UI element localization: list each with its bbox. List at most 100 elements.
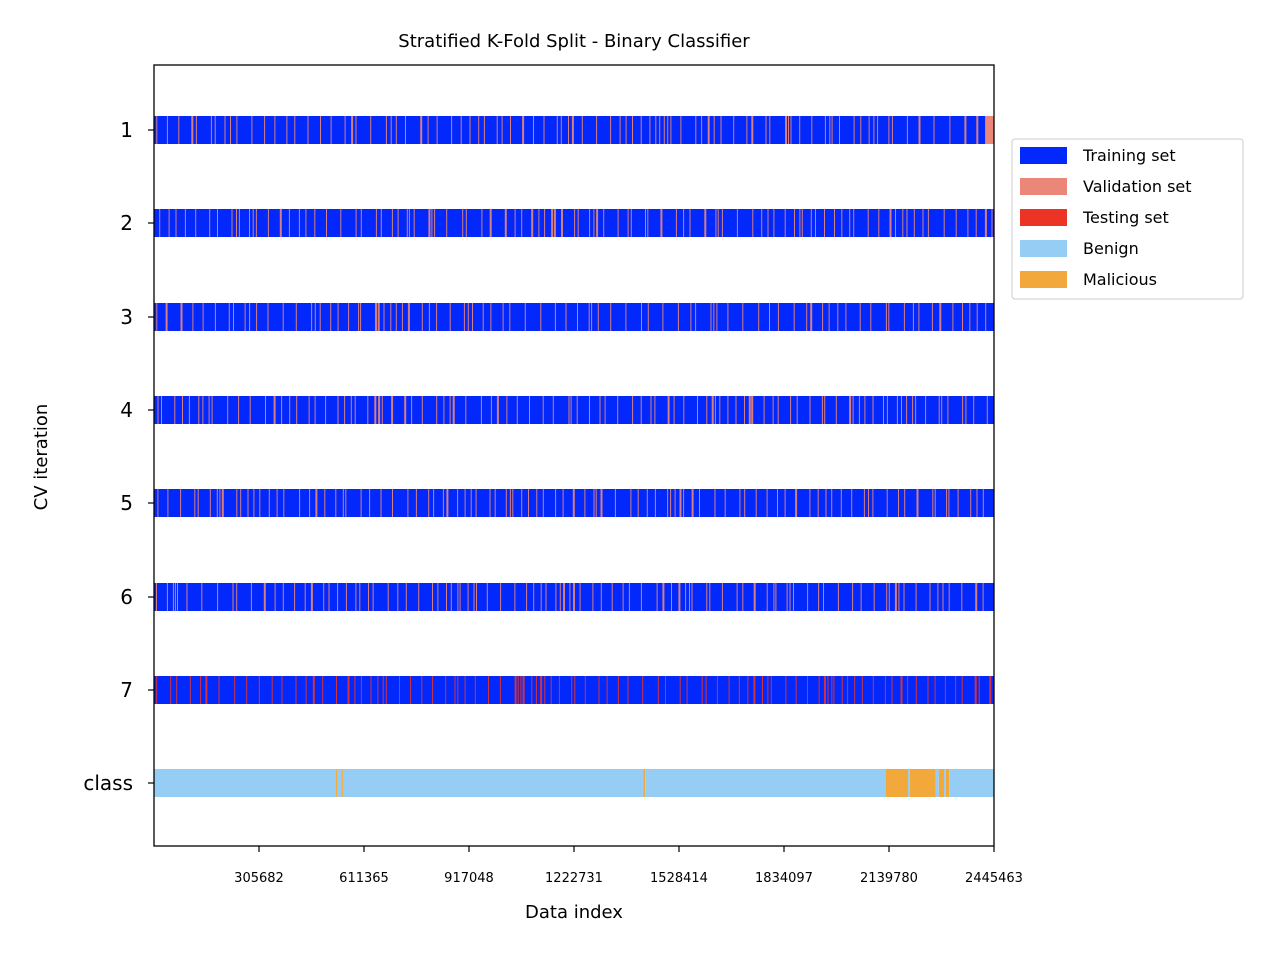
split-stripe <box>391 209 393 237</box>
split-stripe <box>452 396 455 424</box>
split-stripe <box>665 676 666 704</box>
split-stripe <box>689 209 691 237</box>
split-stripe <box>895 209 896 237</box>
class-segment-benign <box>944 769 946 797</box>
split-stripe <box>296 396 298 424</box>
split-stripe <box>699 489 700 517</box>
split-stripe <box>962 396 964 424</box>
split-stripe <box>157 489 159 517</box>
split-stripe <box>175 209 177 237</box>
split-stripe <box>777 303 779 331</box>
split-stripe <box>982 583 984 611</box>
split-stripe <box>845 303 847 331</box>
split-stripe <box>818 676 820 704</box>
split-stripe <box>428 303 430 331</box>
split-stripe <box>178 116 180 144</box>
split-stripe <box>568 116 569 144</box>
split-stripe <box>209 209 211 237</box>
split-stripe <box>320 116 321 144</box>
split-stripe <box>489 489 491 517</box>
split-stripe <box>344 116 346 144</box>
split-stripe <box>922 209 924 237</box>
split-stripe <box>640 396 642 424</box>
split-stripe <box>533 583 535 611</box>
axes-layer: 1 2 3 4 5 6 7 class 305682 611365 917048 1222731 152… <box>83 118 1023 886</box>
split-stripe <box>918 116 921 144</box>
split-stripe <box>315 489 318 517</box>
split-stripe <box>192 303 194 331</box>
x-tick-label: 611365 <box>339 871 389 886</box>
legend-swatch <box>1020 240 1067 257</box>
split-stripe <box>955 676 957 704</box>
split-stripe <box>901 396 902 424</box>
split-stripe <box>234 676 236 704</box>
class-segment-malicious <box>643 769 646 797</box>
split-stripe <box>592 583 594 611</box>
split-stripe <box>742 303 744 331</box>
split-stripe <box>927 676 929 704</box>
split-stripe <box>255 209 257 237</box>
split-stripe <box>645 209 646 237</box>
split-stripe <box>858 396 860 424</box>
split-stripe <box>531 676 533 704</box>
split-stripe <box>744 396 745 424</box>
split-stripe <box>445 676 447 704</box>
split-stripe <box>209 489 211 517</box>
split-stripe <box>236 489 238 517</box>
split-stripe <box>738 676 740 704</box>
split-stripe <box>860 583 862 611</box>
split-stripe <box>867 209 869 237</box>
split-stripe <box>509 303 511 331</box>
split-stripe <box>824 209 825 237</box>
split-stripe <box>978 676 980 704</box>
class-segment-benign <box>949 769 994 797</box>
split-stripe <box>298 209 300 237</box>
split-stripe <box>335 489 337 517</box>
y-tick-label: 3 <box>120 305 133 329</box>
split-stripe <box>358 303 360 331</box>
split-stripe <box>573 583 575 611</box>
split-stripe <box>428 489 430 517</box>
legend: Training set Validation set Testing set Ben… <box>1011 138 1244 300</box>
split-stripe <box>600 489 603 517</box>
split-stripe <box>777 396 779 424</box>
split-stripe <box>228 303 230 331</box>
split-stripe <box>370 116 372 144</box>
split-stripe <box>490 303 492 331</box>
split-stripe <box>964 116 967 144</box>
split-stripe <box>854 676 856 704</box>
split-stripe <box>274 583 276 611</box>
split-stripe <box>948 583 950 611</box>
split-stripe <box>976 116 979 144</box>
split-stripe <box>367 396 369 424</box>
cv-row-4 <box>154 396 994 424</box>
split-stripe <box>501 116 503 144</box>
split-stripe <box>929 583 931 611</box>
split-stripe <box>168 209 170 237</box>
split-stripe <box>276 489 278 517</box>
split-stripe <box>772 396 774 424</box>
split-stripe <box>604 396 606 424</box>
split-stripe <box>815 209 816 237</box>
split-stripe <box>872 396 874 424</box>
split-stripe <box>410 676 412 704</box>
split-stripe <box>662 583 665 611</box>
split-stripe <box>159 209 161 237</box>
split-stripe <box>442 489 444 517</box>
split-stripe <box>627 676 629 704</box>
split-stripe <box>480 396 482 424</box>
split-stripe <box>258 676 260 704</box>
split-stripe <box>202 396 204 424</box>
split-stripe <box>264 116 266 144</box>
legend-item: Validation set <box>1020 177 1192 196</box>
split-stripe <box>314 396 316 424</box>
class-segment-benign <box>935 769 939 797</box>
split-stripe <box>374 396 377 424</box>
split-stripe <box>751 396 754 424</box>
split-stripe <box>948 489 950 517</box>
training-band-row-7 <box>154 676 994 704</box>
split-stripe <box>309 489 311 517</box>
split-stripe <box>224 116 226 144</box>
split-stripe <box>824 116 826 144</box>
split-stripe <box>606 676 608 704</box>
